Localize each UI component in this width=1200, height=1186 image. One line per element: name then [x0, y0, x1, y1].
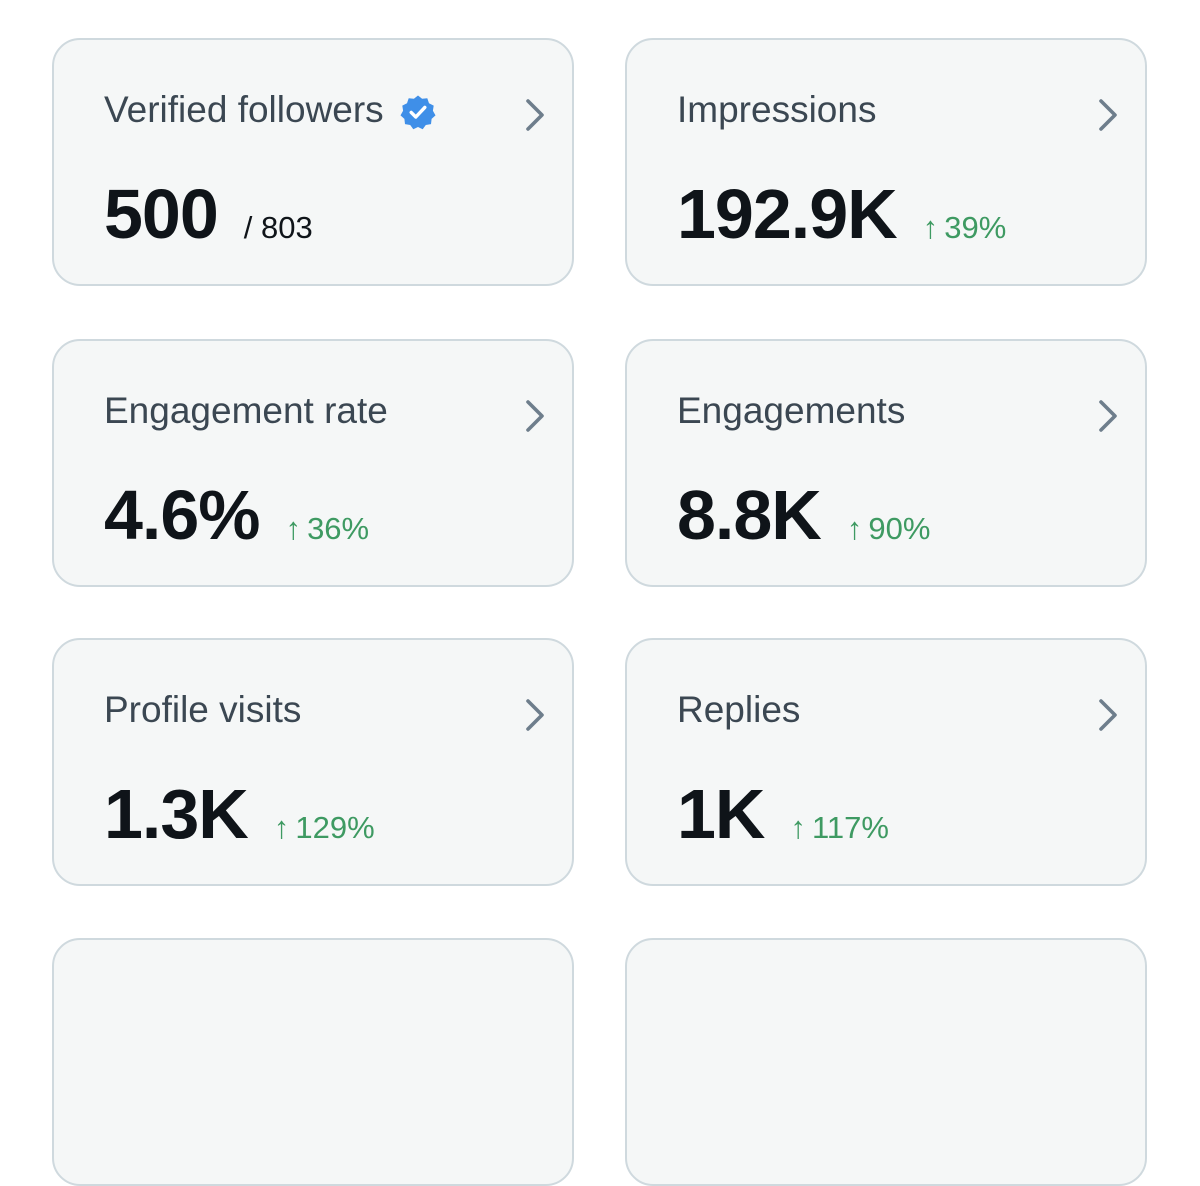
metric-value: 1K — [677, 775, 765, 853]
arrow-up-icon: ↑ — [273, 810, 290, 845]
metric-card-profile-visits[interactable]: Profile visits 1.3K ↑ 129% — [52, 638, 574, 886]
metric-value: 8.8K — [677, 476, 822, 554]
metric-title: Replies — [677, 689, 801, 730]
metric-value-row: 1K ↑ 117% — [677, 774, 889, 854]
metric-title-row: Replies — [677, 686, 800, 734]
metric-value: 500 — [104, 175, 219, 253]
chevron-right-icon[interactable] — [524, 399, 546, 433]
chevron-right-icon[interactable] — [1097, 98, 1119, 132]
metric-card-partial[interactable] — [625, 938, 1147, 1186]
metric-change-value: 90% — [868, 511, 931, 546]
arrow-up-icon: ↑ — [922, 210, 939, 245]
metric-title-row: Verified followers — [104, 86, 436, 134]
metric-change-value: 117% — [811, 810, 889, 845]
metric-denominator: / 803 — [243, 210, 313, 245]
metric-change: ↑ 117% — [790, 810, 889, 846]
arrow-up-icon: ↑ — [790, 810, 806, 845]
verified-badge-icon — [400, 94, 436, 130]
metric-card-replies[interactable]: Replies 1K ↑ 117% — [625, 638, 1147, 886]
metric-title: Profile visits — [104, 689, 302, 730]
metric-title-row: Impressions — [677, 86, 876, 134]
metric-value-row: 8.8K ↑ 90% — [677, 475, 930, 555]
chevron-right-icon[interactable] — [524, 98, 546, 132]
chevron-right-icon[interactable] — [1097, 399, 1119, 433]
metric-title-row: Profile visits — [104, 686, 301, 734]
arrow-up-icon: ↑ — [846, 511, 863, 546]
arrow-up-icon: ↑ — [285, 511, 302, 546]
metric-value: 1.3K — [104, 775, 249, 853]
metric-title-row: Engagement rate — [104, 387, 388, 435]
metric-value-row: 4.6% ↑ 36% — [104, 475, 369, 555]
chevron-right-icon[interactable] — [1097, 698, 1119, 732]
metric-value-row: 192.9K ↑ 39% — [677, 174, 1006, 254]
metric-change: ↑ 39% — [923, 210, 1007, 246]
metric-change: ↑ 129% — [274, 810, 375, 846]
metric-change-value: 129% — [295, 810, 375, 845]
metric-change-value: 36% — [307, 511, 370, 546]
metric-value: 192.9K — [677, 175, 898, 253]
metric-change: ↑ 36% — [286, 511, 370, 547]
metric-change-value: 39% — [944, 210, 1007, 245]
metric-value: 4.6% — [104, 476, 261, 554]
metric-value-row: 500 / 803 — [104, 174, 313, 254]
metric-card-engagement-rate[interactable]: Engagement rate 4.6% ↑ 36% — [52, 339, 574, 587]
metric-title: Engagements — [677, 390, 906, 431]
metric-value-row: 1.3K ↑ 129% — [104, 774, 375, 854]
metric-card-partial[interactable] — [52, 938, 574, 1186]
metric-title: Impressions — [677, 89, 877, 130]
metric-card-verified-followers[interactable]: Verified followers 500 / 803 — [52, 38, 574, 286]
metric-card-engagements[interactable]: Engagements 8.8K ↑ 90% — [625, 339, 1147, 587]
metric-title-row: Engagements — [677, 387, 905, 435]
chevron-right-icon[interactable] — [524, 698, 546, 732]
metric-title: Verified followers — [104, 89, 384, 130]
metric-change: ↑ 90% — [847, 511, 931, 547]
metric-card-impressions[interactable]: Impressions 192.9K ↑ 39% — [625, 38, 1147, 286]
metrics-grid: Verified followers 500 / 803 Impressions… — [52, 38, 1147, 1186]
metric-title: Engagement rate — [104, 390, 388, 431]
